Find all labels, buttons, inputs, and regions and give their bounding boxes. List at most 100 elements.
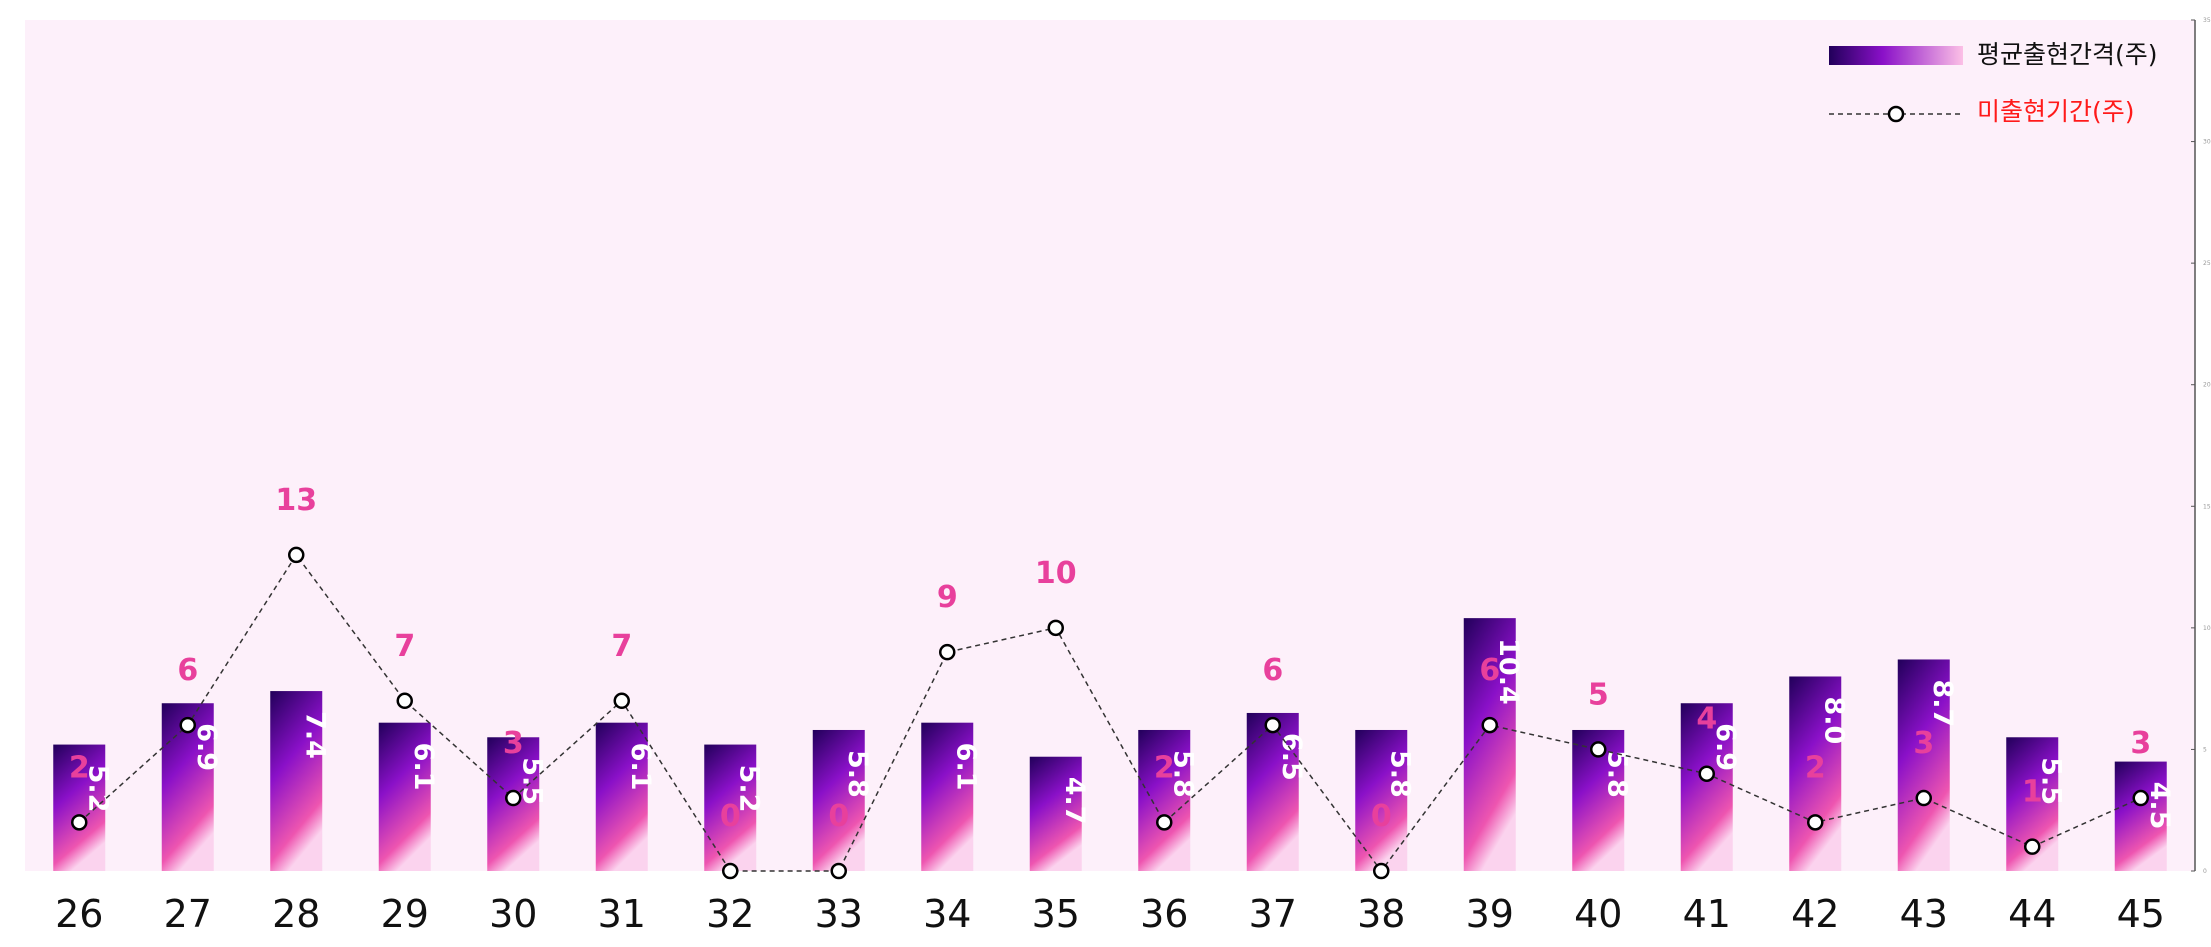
- bar-value-label: 7.4: [299, 711, 330, 759]
- bar-value-label: 8.7: [1927, 679, 1958, 727]
- line-value-label: 6: [177, 653, 198, 688]
- line-point: [71, 814, 88, 831]
- line-point: [613, 692, 630, 710]
- x-tick-label: 32: [706, 892, 754, 936]
- bar: [2114, 761, 2167, 871]
- bar-value-label: 5.2: [82, 765, 113, 813]
- bar-value-label: 6.5: [1276, 733, 1307, 781]
- bar-value-label: 5.8: [1601, 750, 1632, 798]
- line-point: [2024, 838, 2041, 855]
- bar: [378, 722, 431, 871]
- line-value-label: 6: [1262, 653, 1283, 688]
- y-axis: 0 5 10 15 20 25 30 35: [2191, 17, 2211, 875]
- line-point: [830, 862, 847, 880]
- line-point: [1915, 789, 1932, 807]
- bar: [1246, 712, 1299, 871]
- line-value-label: 7: [611, 629, 632, 664]
- line-value-label: 5: [1588, 677, 1609, 712]
- x-tick-label: 26: [55, 892, 103, 936]
- line-value-label: 3: [1913, 726, 1934, 761]
- x-tick-label: 44: [2008, 892, 2056, 936]
- x-tick-label: 34: [923, 892, 971, 936]
- bar: [1138, 729, 1191, 871]
- y-tick-label: 5: [2203, 746, 2207, 753]
- bar: [1029, 756, 1082, 871]
- y-tick-label: 25: [2203, 260, 2211, 267]
- line-value-label: 0: [720, 799, 741, 834]
- bar-value-label: 6.1: [950, 743, 981, 791]
- y-tick-label: 30: [2203, 139, 2211, 146]
- line-point: [179, 716, 196, 734]
- line-value-label: 0: [1371, 799, 1392, 834]
- line-value-label: 2: [1805, 750, 1826, 785]
- line-value-label: 3: [503, 726, 524, 761]
- line-point: [1156, 814, 1173, 831]
- plot-background: [25, 20, 2195, 871]
- legend: 평균출현간격(주) 미출현기간(주): [1829, 40, 2158, 126]
- x-tick-label: 39: [1466, 892, 1514, 936]
- bar: [595, 722, 648, 871]
- bar-value-label: 5.2: [733, 765, 764, 813]
- line-value-label: 13: [275, 483, 317, 518]
- line-point: [1590, 741, 1607, 758]
- line-point: [1481, 716, 1498, 734]
- line-point: [1373, 862, 1390, 880]
- x-tick-label: 33: [815, 892, 863, 936]
- x-tick-label: 45: [2117, 892, 2165, 936]
- x-tick-label: 42: [1791, 892, 1839, 936]
- line-point: [396, 692, 413, 710]
- line-value-label: 0: [828, 799, 849, 834]
- x-tick-label: 31: [598, 892, 646, 936]
- line-point: [2132, 789, 2149, 807]
- legend-line-label: 미출현기간(주): [1977, 97, 2135, 126]
- bar: [812, 729, 865, 871]
- series-line: [78, 553, 2142, 873]
- line-point: [1698, 765, 1715, 782]
- bars: 5.2 6.9 7.4 6.1 5.5 6.1 5.2 5.8 6.1 4.7 5.8 6.5 5.8 1…: [53, 618, 2175, 871]
- line-point: [1047, 619, 1064, 637]
- bar-value-label: 5.8: [842, 750, 873, 798]
- bar-value-label: 5.5: [2035, 757, 2066, 805]
- bar-value-label: 10.4: [1493, 638, 1524, 705]
- line-value-label: 1: [2022, 775, 2043, 810]
- bar: [1680, 703, 1733, 871]
- bar: [1463, 618, 1516, 871]
- line-value-label: 3: [2130, 726, 2151, 761]
- x-tick-label: 43: [1900, 892, 1948, 936]
- bar: [921, 722, 974, 871]
- bar-value-label: 6.9: [1710, 723, 1741, 771]
- bar-value-label: 6.1: [625, 743, 656, 791]
- x-tick-label: 29: [381, 892, 429, 936]
- line-point: [939, 643, 956, 661]
- bar-value-label: 5.8: [1167, 750, 1198, 798]
- line-value-label: 6: [1479, 653, 1500, 688]
- bar-value-label: 6.9: [191, 723, 222, 771]
- bar: [1789, 676, 1842, 871]
- legend-bar-swatch: [1829, 46, 1963, 65]
- y-tick-label: 20: [2203, 382, 2211, 389]
- bar-value-label: 6.1: [408, 743, 439, 791]
- x-tick-label: 36: [1140, 892, 1188, 936]
- y-tick-label: 10: [2203, 625, 2211, 632]
- line-point: [505, 789, 522, 807]
- y-tick-label: 35: [2203, 17, 2211, 24]
- x-tick-label: 35: [1032, 892, 1080, 936]
- line-point: [1264, 716, 1281, 734]
- x-axis: 26 27 28 29 30 31 32 33 34 35 36 37 38 39 40 41 42 43 44 45: [55, 892, 2165, 936]
- line-value-label: 2: [1154, 750, 1175, 785]
- x-tick-label: 41: [1683, 892, 1731, 936]
- line-value-label: 7: [394, 629, 415, 664]
- bar: [704, 744, 757, 871]
- bar-value-label: 4.5: [2144, 782, 2175, 830]
- line-point: [722, 862, 739, 880]
- line-value-label: 9: [937, 580, 958, 615]
- x-tick-label: 30: [489, 892, 537, 936]
- line-value-label: 10: [1035, 556, 1077, 591]
- bar: [270, 691, 323, 871]
- line-value-label: 4: [1696, 702, 1717, 737]
- bar-value-label: 8.0: [1818, 696, 1849, 744]
- x-tick-label: 37: [1249, 892, 1297, 936]
- y-tick-label: 15: [2203, 503, 2211, 510]
